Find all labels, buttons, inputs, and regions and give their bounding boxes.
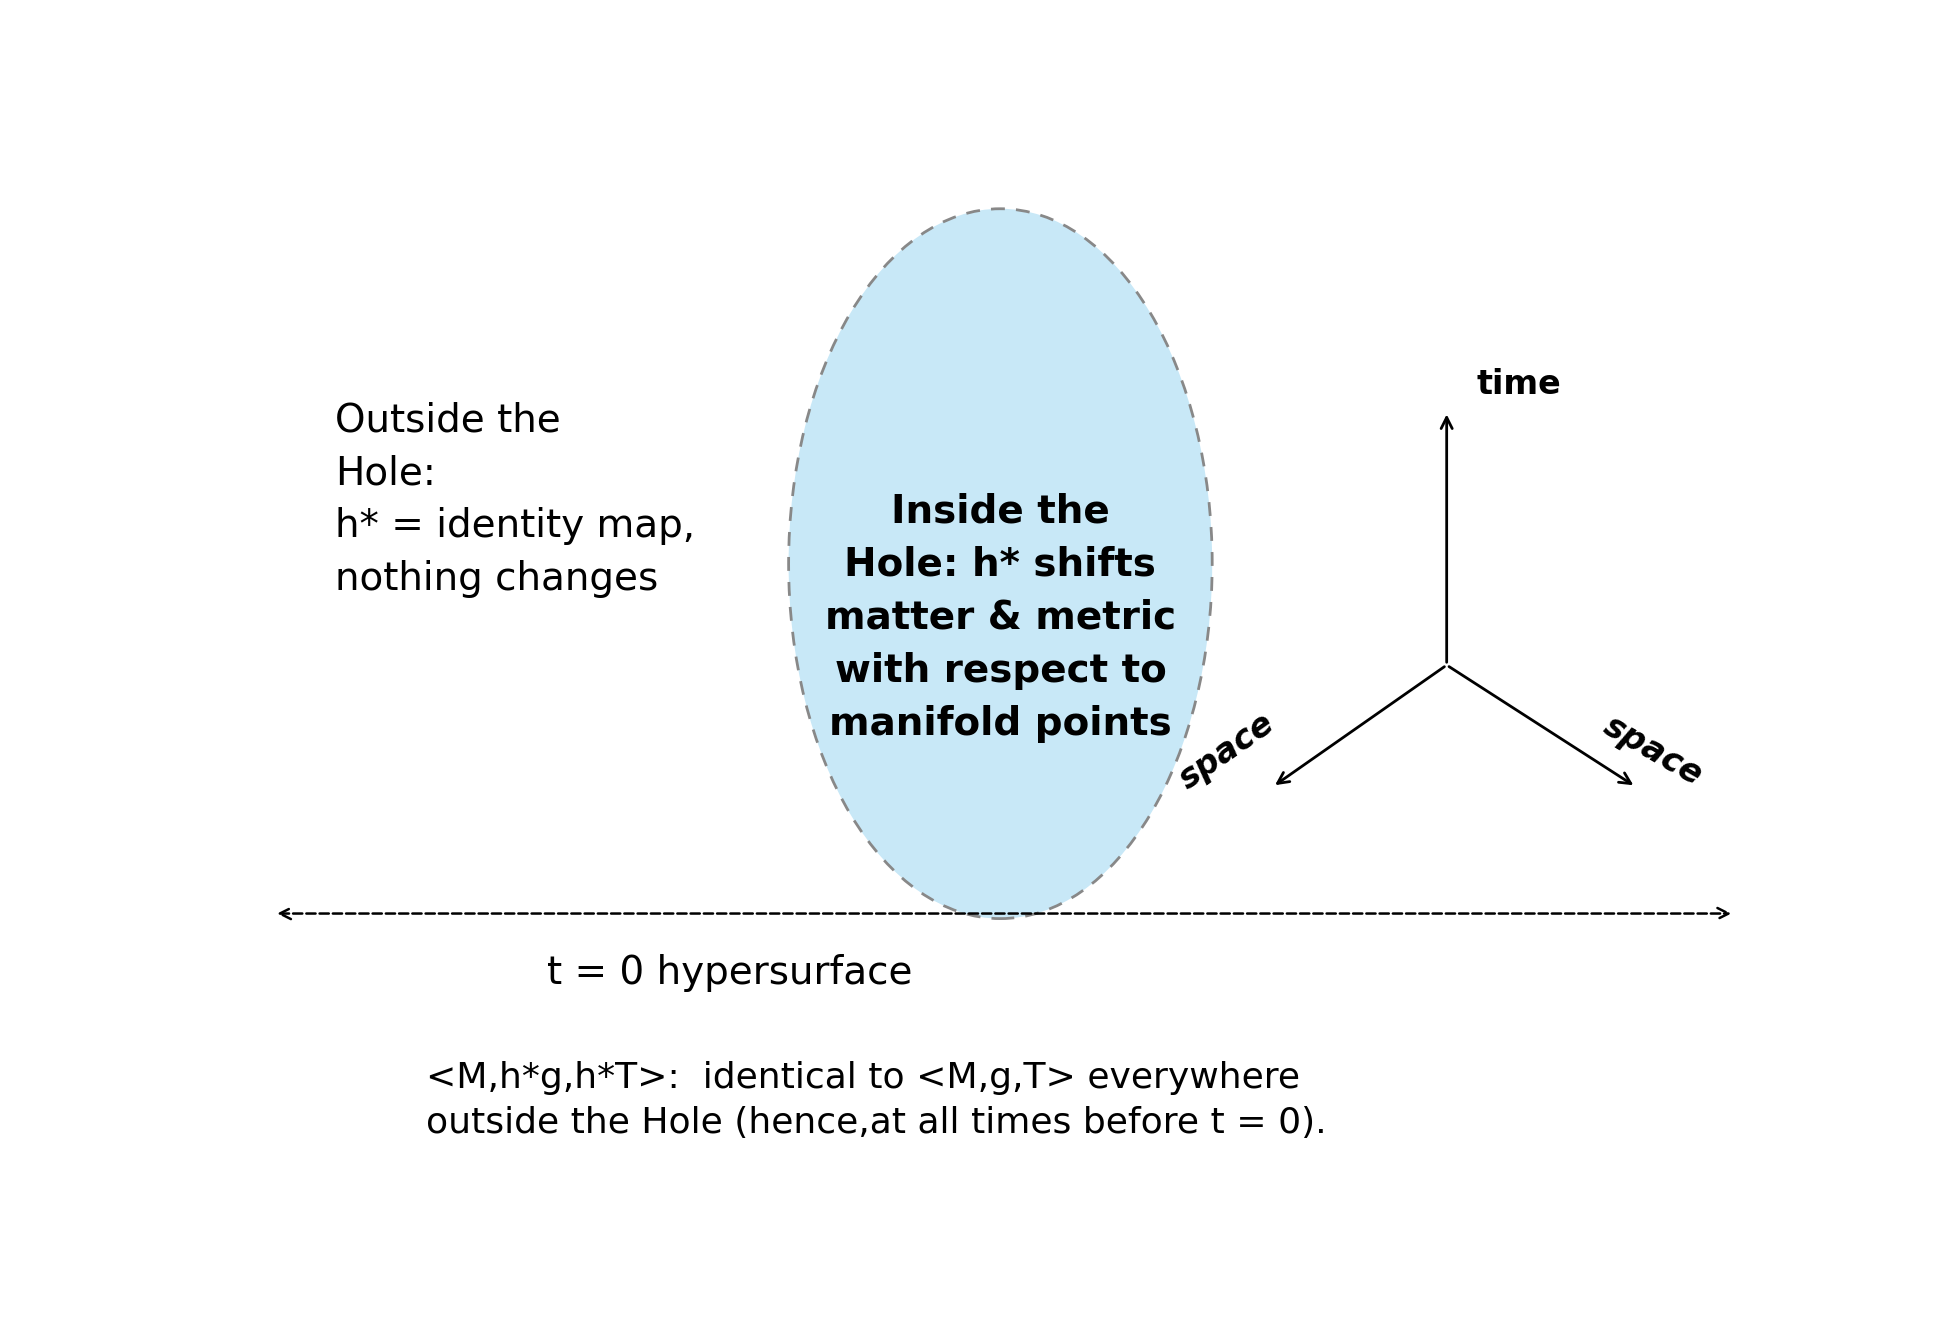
Text: Inside the
Hole: h* shifts
matter & metric
with respect to
manifold points: Inside the Hole: h* shifts matter & metr…: [826, 493, 1175, 743]
Text: time: time: [1478, 369, 1562, 402]
Text: outside the Hole (hence,at all times before t = 0).: outside the Hole (hence,at all times bef…: [426, 1106, 1325, 1141]
Text: space: space: [1173, 707, 1281, 795]
Text: space: space: [1599, 710, 1708, 793]
Ellipse shape: [789, 208, 1212, 919]
Text: <M,h*g,h*T>:  identical to <M,g,T> everywhere: <M,h*g,h*T>: identical to <M,g,T> everyw…: [426, 1060, 1300, 1094]
Text: Outside the
Hole:
h* = identity map,
nothing changes: Outside the Hole: h* = identity map, not…: [336, 402, 695, 598]
Text: t = 0 hypersurface: t = 0 hypersurface: [547, 954, 912, 992]
